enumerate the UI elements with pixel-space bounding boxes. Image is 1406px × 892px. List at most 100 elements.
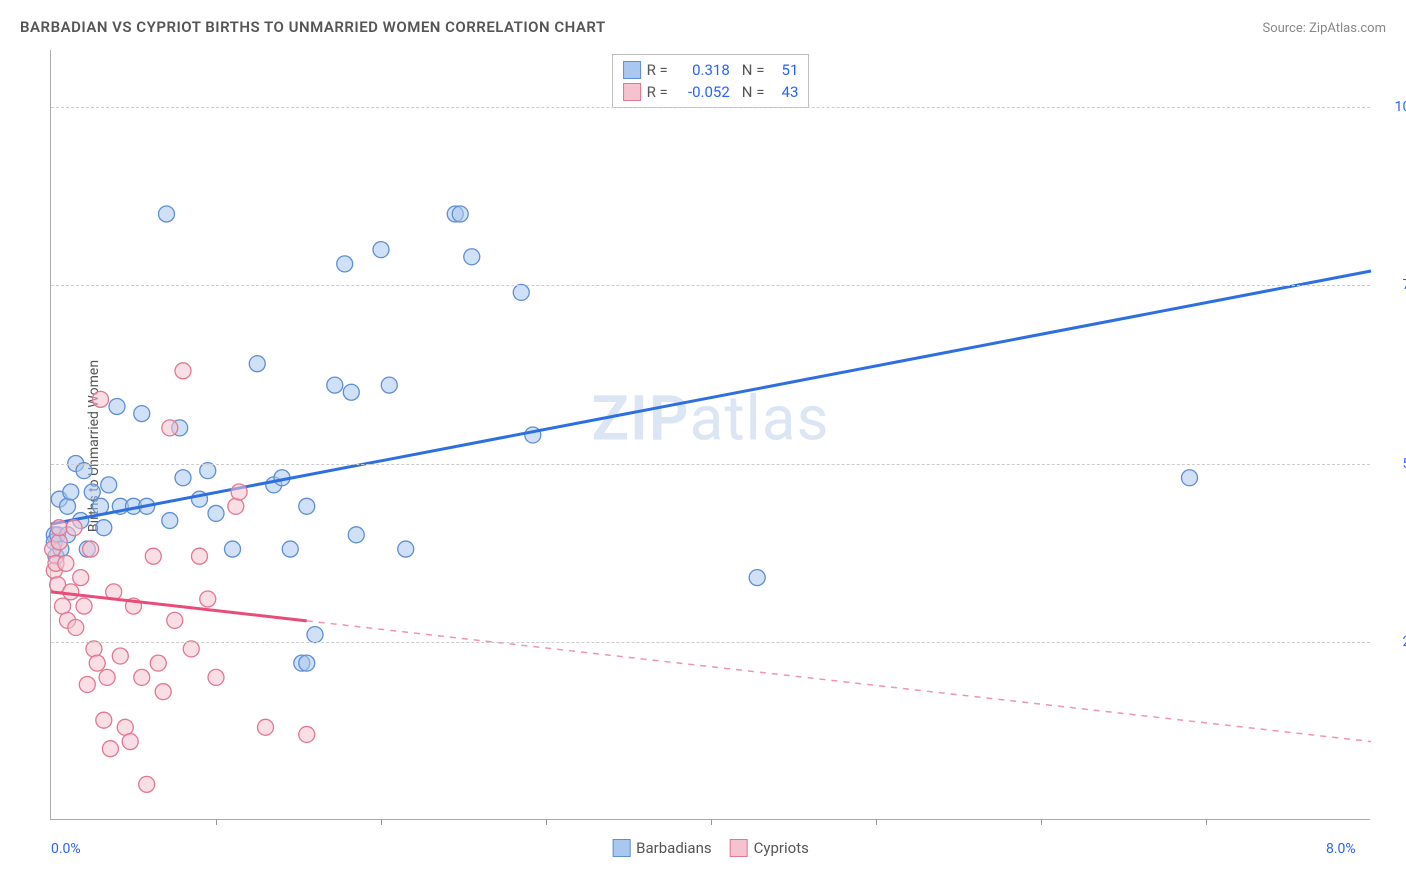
- n-label: N =: [742, 61, 765, 79]
- data-point: [155, 684, 171, 700]
- data-point: [51, 534, 67, 550]
- swatch-icon: [623, 61, 641, 79]
- stats-row: R = 0.318 N = 51: [623, 59, 799, 81]
- x-tick-mark: [216, 819, 217, 825]
- y-tick-label: 100.0%: [1395, 99, 1406, 115]
- data-point: [134, 669, 150, 685]
- data-point: [55, 598, 71, 614]
- data-point: [73, 570, 89, 586]
- x-tick-mark: [1041, 819, 1042, 825]
- data-point: [208, 505, 224, 521]
- data-point: [68, 620, 84, 636]
- swatch-icon: [612, 839, 630, 857]
- data-point: [192, 548, 208, 564]
- data-point: [249, 356, 265, 372]
- data-point: [381, 377, 397, 393]
- data-point: [1182, 470, 1198, 486]
- data-point: [337, 256, 353, 272]
- trend-line-extrapolated: [307, 621, 1371, 742]
- data-point: [299, 655, 315, 671]
- x-tick-mark: [546, 819, 547, 825]
- data-point: [96, 712, 112, 728]
- data-point: [93, 391, 109, 407]
- data-point: [134, 406, 150, 422]
- data-point: [150, 655, 166, 671]
- legend-label: Barbadians: [636, 839, 711, 857]
- data-point: [66, 520, 82, 536]
- data-point: [93, 498, 109, 514]
- n-value: 43: [770, 83, 798, 101]
- data-point: [139, 776, 155, 792]
- data-point: [208, 669, 224, 685]
- data-point: [200, 463, 216, 479]
- chart-plot-area: ZIPatlas R =0.318N =51R =-0.052N =43 Bar…: [50, 50, 1370, 820]
- data-point: [749, 570, 765, 586]
- scatter-svg: [51, 50, 1370, 819]
- data-point: [101, 477, 117, 493]
- data-point: [159, 206, 175, 222]
- legend-item: Cypriots: [730, 839, 809, 857]
- y-tick-label: 25.0%: [1402, 634, 1406, 650]
- data-point: [299, 726, 315, 742]
- data-point: [145, 548, 161, 564]
- data-point: [327, 377, 343, 393]
- data-point: [58, 555, 74, 571]
- data-point: [398, 541, 414, 557]
- data-point: [225, 541, 241, 557]
- swatch-icon: [730, 839, 748, 857]
- chart-title: BARBADIAN VS CYPRIOT BIRTHS TO UNMARRIED…: [20, 18, 606, 36]
- r-label: R =: [647, 61, 668, 79]
- data-point: [464, 249, 480, 265]
- x-tick-mark: [876, 819, 877, 825]
- data-point: [343, 384, 359, 400]
- data-point: [258, 719, 274, 735]
- data-point: [60, 498, 76, 514]
- r-value: 0.318: [674, 61, 730, 79]
- x-tick-mark: [1206, 819, 1207, 825]
- n-value: 51: [770, 61, 798, 79]
- data-point: [76, 463, 92, 479]
- data-point: [79, 677, 95, 693]
- data-point: [86, 641, 102, 657]
- data-point: [96, 520, 112, 536]
- x-tick-mark: [381, 819, 382, 825]
- trend-line: [51, 271, 1371, 524]
- data-point: [162, 420, 178, 436]
- data-point: [99, 669, 115, 685]
- data-point: [175, 470, 191, 486]
- source-attribution: Source: ZipAtlas.com: [1262, 21, 1386, 36]
- data-point: [76, 598, 92, 614]
- data-point: [348, 527, 364, 543]
- data-point: [63, 584, 79, 600]
- data-point: [373, 242, 389, 258]
- data-point: [175, 363, 191, 379]
- x-tick-label: 0.0%: [51, 841, 81, 857]
- stats-box: R = 0.318 N = 51 R = -0.052 N = 43: [612, 54, 810, 108]
- data-point: [162, 513, 178, 529]
- data-point: [122, 734, 138, 750]
- y-tick-label: 75.0%: [1402, 277, 1406, 293]
- data-point: [109, 398, 125, 414]
- data-point: [89, 655, 105, 671]
- data-point: [63, 484, 79, 500]
- data-point: [183, 641, 199, 657]
- data-point: [83, 541, 99, 557]
- x-tick-label: 8.0%: [1326, 841, 1356, 857]
- legend-item: Barbadians: [612, 839, 711, 857]
- data-point: [51, 520, 67, 536]
- n-label: N =: [742, 83, 765, 101]
- data-point: [299, 498, 315, 514]
- legend-label: Cypriots: [754, 839, 809, 857]
- data-point: [112, 648, 128, 664]
- r-label: R =: [647, 83, 668, 101]
- data-point: [228, 498, 244, 514]
- data-point: [200, 591, 216, 607]
- data-point: [452, 206, 468, 222]
- x-tick-mark: [711, 819, 712, 825]
- data-point: [102, 741, 118, 757]
- data-point: [84, 484, 100, 500]
- data-point: [231, 484, 247, 500]
- data-point: [513, 284, 529, 300]
- data-point: [282, 541, 298, 557]
- r-value: -0.052: [674, 83, 730, 101]
